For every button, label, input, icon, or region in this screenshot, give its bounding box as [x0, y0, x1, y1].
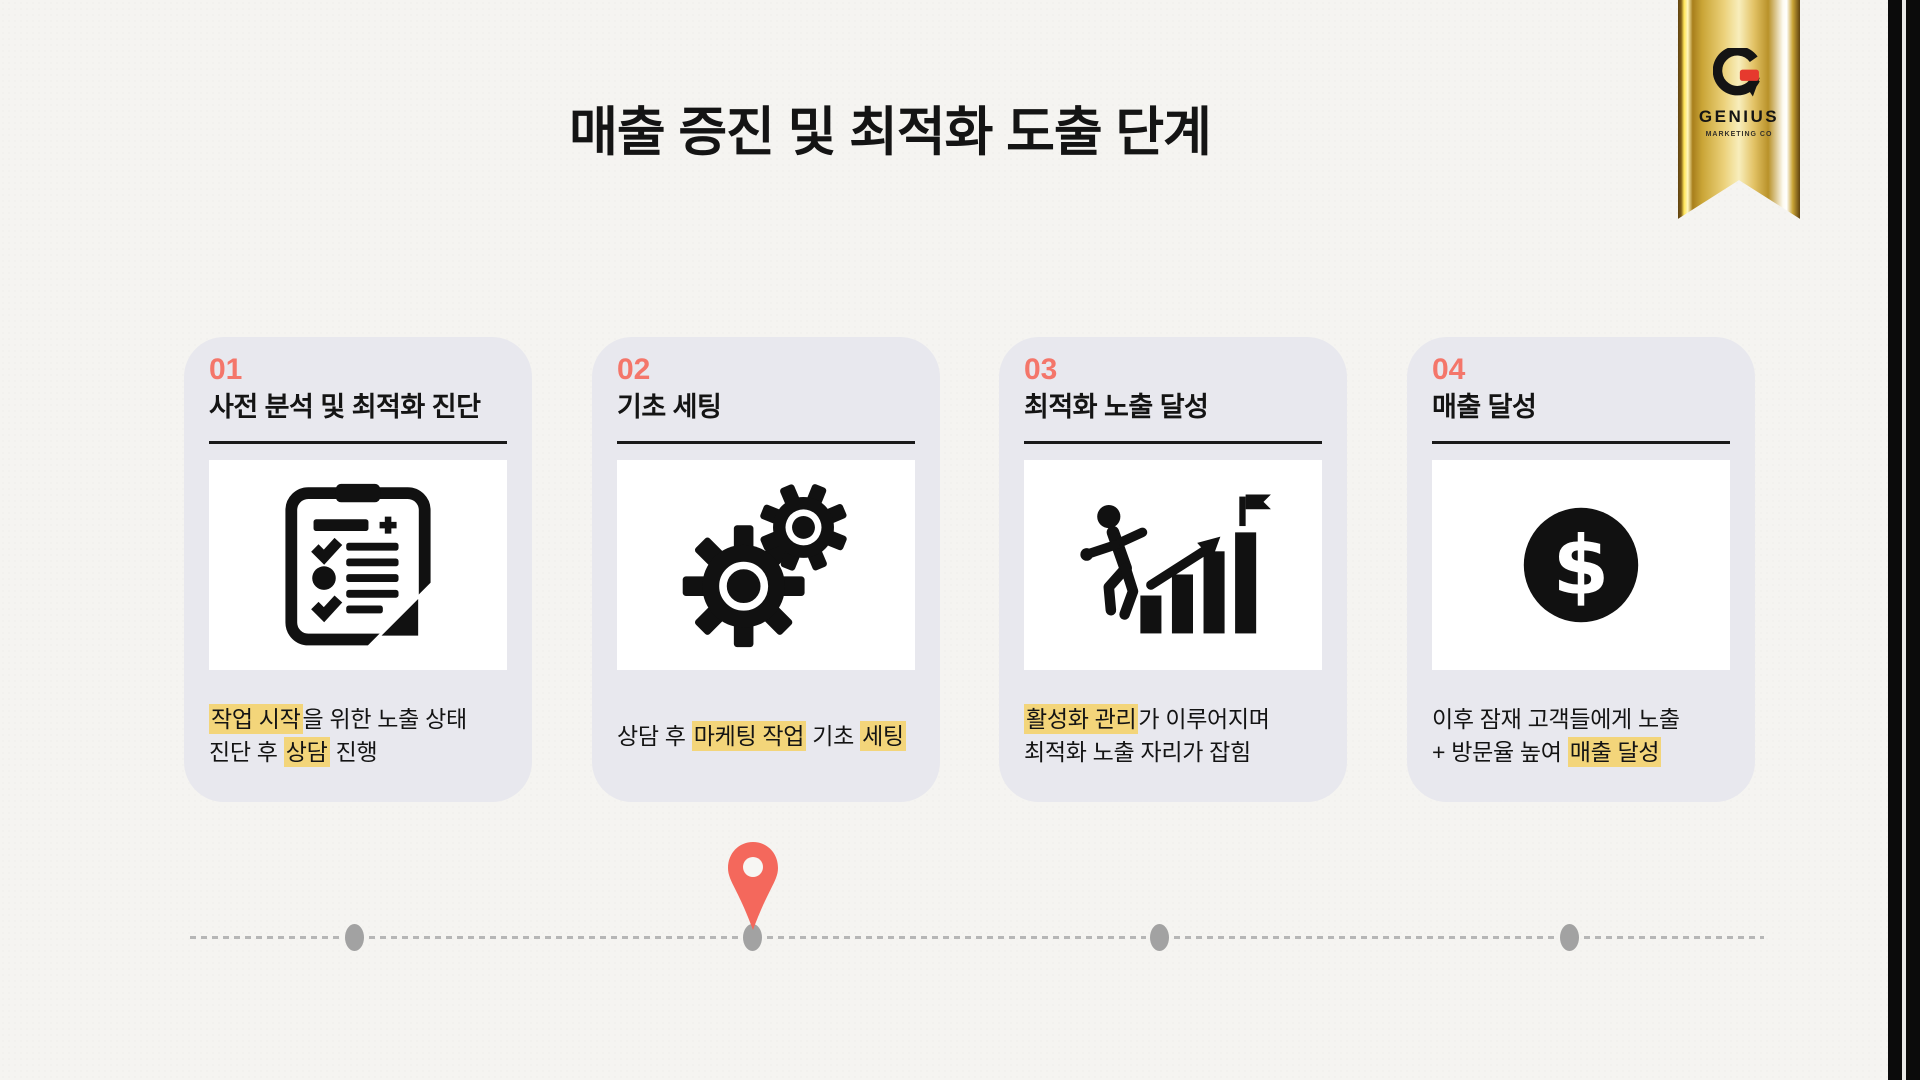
icon-box	[1024, 460, 1322, 670]
genius-logo-icon	[1678, 46, 1800, 105]
step-number: 01	[209, 353, 243, 386]
location-pin-icon	[727, 842, 779, 937]
timeline-dashes	[369, 936, 739, 939]
timeline-dot-2	[743, 924, 762, 951]
growth-chart-icon	[1080, 494, 1271, 634]
step-card-1: 01 사전 분석 및 최적화 진단 작업 시작을 위한 노출 상태 진단 후	[184, 337, 532, 802]
dollar-coin-icon: $	[1523, 507, 1639, 623]
step-title: 기초 세팅	[617, 392, 722, 422]
divider	[1024, 441, 1322, 444]
step-number: 04	[1432, 353, 1466, 386]
step-caption: 활성화 관리가 이루어지며 최적화 노출 자리가 잡힘	[1024, 704, 1270, 765]
page-edge-gap	[1902, 0, 1906, 1080]
page-edge-bar	[1888, 0, 1902, 1080]
step-caption: 작업 시작을 위한 노출 상태 진단 후 상담 진행	[209, 704, 467, 767]
timeline-dashes	[190, 936, 340, 939]
page-title: 매출 증진 및 최적화 도출 단계	[569, 103, 1212, 162]
timeline-dashes	[1174, 936, 1556, 939]
step-title: 사전 분석 및 최적화 진단	[209, 392, 481, 422]
divider	[617, 441, 915, 444]
icon-box	[617, 460, 915, 670]
step-title: 최적화 노출 달성	[1024, 392, 1209, 422]
page-edge-bar	[1906, 0, 1920, 1080]
divider	[1432, 441, 1730, 444]
step-card-3: 03 최적화 노출 달성 활성화 관리가 이루어지며 최적	[999, 337, 1347, 802]
brand-ribbon: GENIUS MARKETING CO	[1678, 0, 1800, 219]
brand-name: GENIUS	[1698, 107, 1780, 126]
timeline-dot-1	[345, 924, 364, 951]
step-caption: 상담 후 마케팅 작업 기초 세팅	[617, 720, 906, 751]
step-caption: 이후 잠재 고객들에게 노출 + 방문율 높여 매출 달성	[1432, 706, 1680, 767]
timeline-dot-3	[1150, 924, 1169, 951]
brand-subtitle: MARKETING CO	[1705, 131, 1773, 138]
icon-box	[209, 460, 507, 670]
icon-box: $	[1432, 460, 1730, 670]
step-card-4: 04 매출 달성 $ 이후 잠재 고객들에게 노출 + 방문율 높여 매출 달성	[1407, 337, 1755, 802]
step-card-2: 02 기초 세팅	[592, 337, 940, 802]
step-number: 02	[617, 353, 651, 386]
step-title: 매출 달성	[1432, 392, 1537, 422]
divider	[209, 441, 507, 444]
timeline-dashes	[767, 936, 1146, 939]
step-number: 03	[1024, 353, 1058, 386]
clipboard-checklist-icon	[285, 483, 433, 647]
svg-text:$: $	[1553, 519, 1610, 614]
timeline-dashes	[1584, 936, 1764, 939]
timeline-dot-4	[1560, 924, 1579, 951]
gears-icon	[682, 483, 847, 647]
